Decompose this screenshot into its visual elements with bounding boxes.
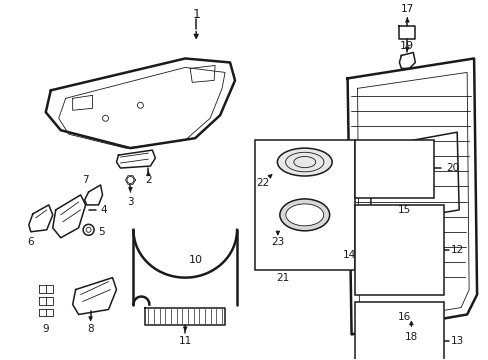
Text: 8: 8	[87, 324, 94, 334]
Text: 10: 10	[189, 255, 203, 265]
Text: 7: 7	[82, 175, 89, 185]
Text: 13: 13	[450, 336, 464, 346]
Text: 19: 19	[400, 41, 414, 50]
Text: 11: 11	[178, 336, 191, 346]
Text: 21: 21	[276, 273, 289, 283]
Text: 17: 17	[400, 4, 413, 14]
Text: 20: 20	[446, 163, 458, 173]
Text: 22: 22	[256, 178, 269, 188]
Text: 6: 6	[27, 237, 34, 247]
Text: 16: 16	[397, 312, 410, 323]
Bar	[354, 205, 443, 294]
Text: 18: 18	[404, 332, 417, 342]
Text: 1: 1	[192, 8, 200, 21]
Ellipse shape	[285, 204, 323, 226]
Bar	[354, 140, 433, 198]
Text: 2: 2	[145, 175, 151, 185]
Bar	[354, 302, 443, 360]
Text: 23: 23	[271, 237, 284, 247]
Text: 5: 5	[99, 227, 105, 237]
Bar	[254, 140, 354, 270]
Text: 9: 9	[42, 324, 49, 334]
Text: 12: 12	[450, 245, 464, 255]
Ellipse shape	[279, 199, 329, 231]
Text: 15: 15	[397, 205, 410, 215]
Ellipse shape	[277, 148, 331, 176]
Text: 4: 4	[101, 205, 107, 215]
Text: 3: 3	[127, 197, 134, 207]
Text: 14: 14	[342, 250, 355, 260]
